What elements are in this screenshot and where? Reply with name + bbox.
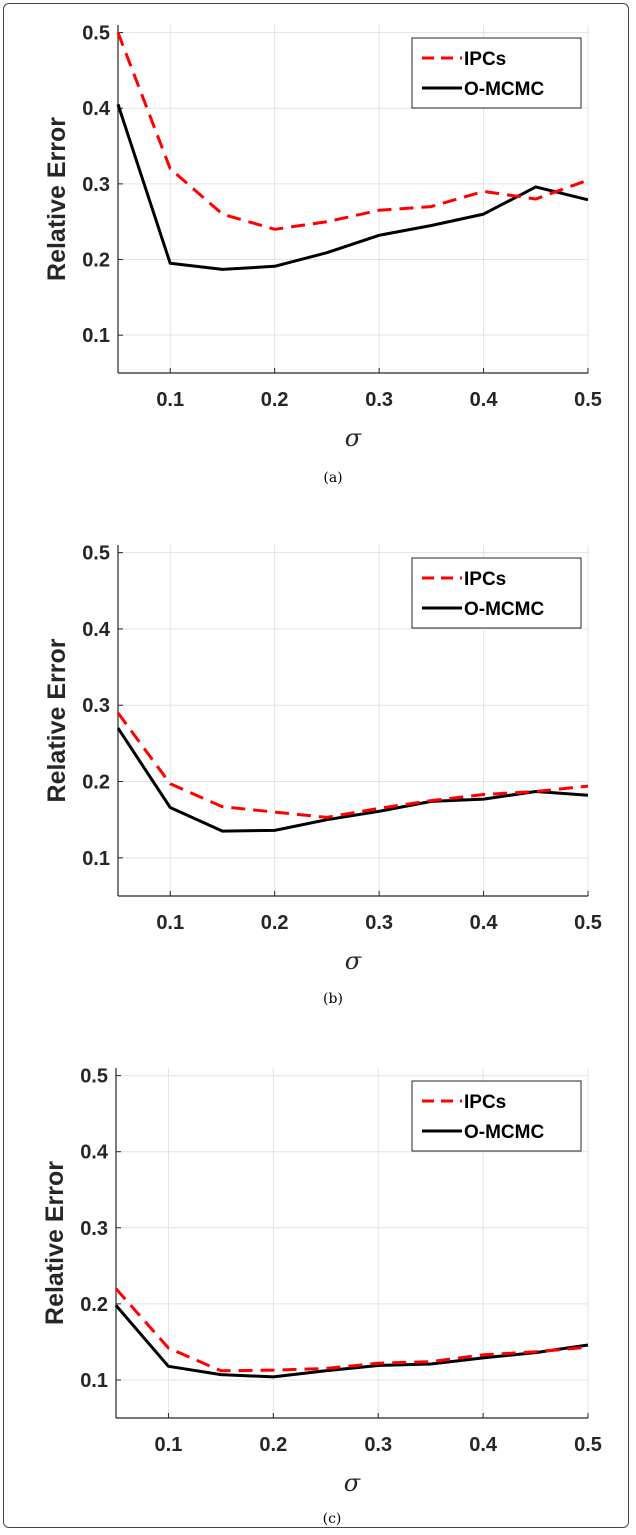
legend-label-ipcs: IPCs <box>464 569 506 590</box>
legend-box <box>411 37 582 109</box>
x-tick-label: 0.2 <box>261 912 289 934</box>
x-tick-label: 0.3 <box>364 1434 392 1456</box>
y-axis-label: Relative Error <box>41 1161 69 1325</box>
x-tick-label: 0.1 <box>156 389 184 411</box>
legend-box <box>411 1080 582 1152</box>
x-tick-label: 0.5 <box>574 912 602 934</box>
x-tick-label: 0.3 <box>365 389 393 411</box>
chart-panel-b: 0.1 0.2 0.3 0.4 0.5 0.1 0.2 0.3 0.4 0.5 Relative E… <box>43 543 602 1007</box>
ipcs-series-line <box>116 32 589 231</box>
chart-panel-a: 0.1 0.2 0.3 0.4 0.5 0.1 0.2 0.3 0.4 0.5 Relative E… <box>43 23 602 486</box>
x-tick-label: 0.4 <box>470 389 499 411</box>
x-tick-label: 0.5 <box>574 389 602 411</box>
y-tick-label: 0.5 <box>82 543 110 565</box>
omcmc-series-line <box>116 727 589 833</box>
x-tick-label: 0.3 <box>365 912 393 934</box>
x-tick-label: 0.1 <box>155 1434 183 1456</box>
x-axis-label: σ <box>345 947 362 975</box>
y-tick-label: 0.1 <box>82 848 110 870</box>
legend-label-ipcs: IPCs <box>464 1092 506 1113</box>
ipcs-series-line <box>114 1287 589 1373</box>
y-axis-label: Relative Error <box>43 638 71 802</box>
ipcs-series-line <box>116 712 589 819</box>
x-tick-label: 0.4 <box>469 1434 498 1456</box>
y-tick-label: 0.4 <box>80 1142 109 1164</box>
x-axis-label: σ <box>344 1469 361 1497</box>
chart-panel-c: 0.1 0.2 0.3 0.4 0.5 0.1 0.2 0.3 0.4 0.5 Relative E… <box>41 1066 602 1527</box>
legend-label-omcmc: O-MCMC <box>464 599 544 620</box>
omcmc-series-line <box>116 103 589 271</box>
y-tick-label: 0.2 <box>80 1294 108 1316</box>
legend-label-omcmc: O-MCMC <box>464 1122 544 1143</box>
panel-caption: (c) <box>323 1511 342 1527</box>
y-tick-label: 0.4 <box>82 619 111 641</box>
y-tick-label: 0.3 <box>82 174 110 196</box>
x-tick-label: 0.1 <box>156 912 184 934</box>
y-tick-label: 0.1 <box>82 325 110 347</box>
x-tick-label: 0.2 <box>259 1434 287 1456</box>
x-tick-label: 0.5 <box>574 1434 602 1456</box>
y-tick-label: 0.1 <box>80 1370 108 1392</box>
y-tick-label: 0.3 <box>80 1218 108 1240</box>
y-tick-label: 0.5 <box>82 23 110 45</box>
y-tick-label: 0.3 <box>82 695 110 717</box>
panel-caption: (a) <box>323 470 342 486</box>
omcmc-series-line <box>114 1304 589 1379</box>
legend-label-ipcs: IPCs <box>464 49 506 70</box>
y-tick-label: 0.2 <box>82 250 110 272</box>
legend-box <box>411 557 582 629</box>
x-tick-label: 0.4 <box>470 912 499 934</box>
y-tick-label: 0.5 <box>80 1066 108 1088</box>
legend-label-omcmc: O-MCMC <box>464 79 544 100</box>
figure-frame <box>3 3 629 1528</box>
y-axis-label: Relative Error <box>43 117 71 281</box>
x-axis-label: σ <box>345 424 362 452</box>
y-tick-label: 0.4 <box>82 98 111 120</box>
x-tick-label: 0.2 <box>261 389 289 411</box>
panel-caption: (b) <box>323 991 343 1007</box>
y-tick-label: 0.2 <box>82 772 110 794</box>
